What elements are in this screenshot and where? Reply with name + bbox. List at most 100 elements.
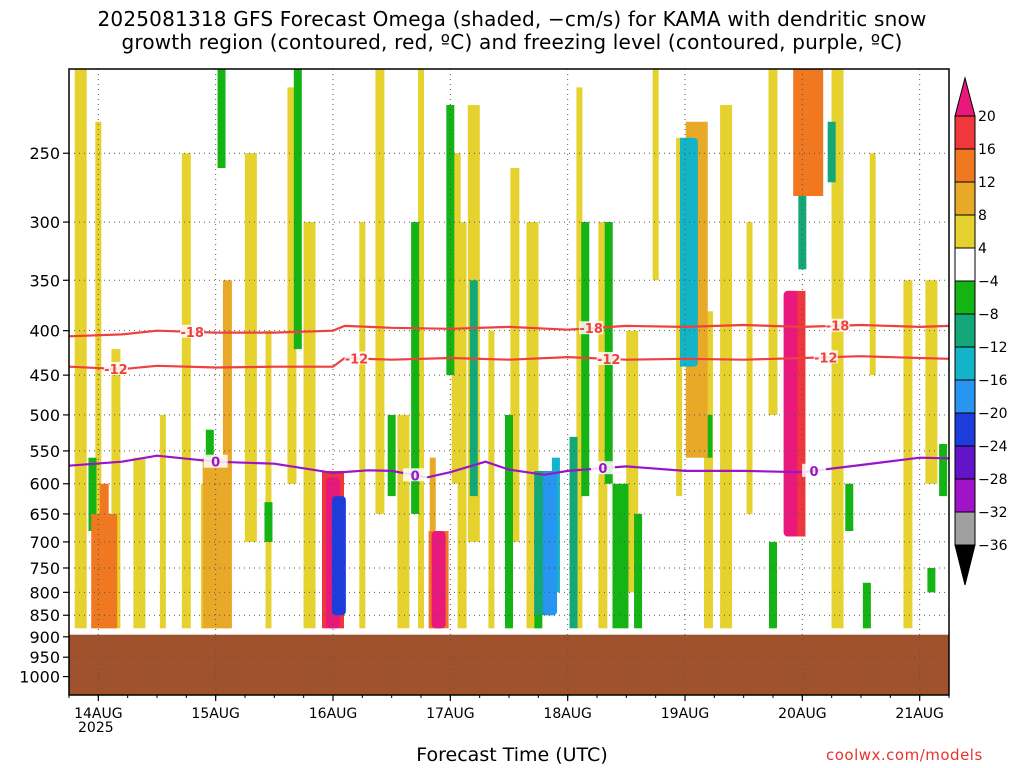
contour-label-bg xyxy=(103,361,128,375)
y-tick-label: 950 xyxy=(29,648,60,667)
x-tick-label: 14AUG xyxy=(74,706,123,722)
colorbar-segment xyxy=(954,181,976,216)
colorbar-segment xyxy=(954,544,976,586)
omega-streak xyxy=(569,436,578,629)
omega-shading-layer xyxy=(74,69,948,629)
x-tick-label: 21AUG xyxy=(895,706,944,722)
y-tick-label: 550 xyxy=(29,442,60,461)
contour-line xyxy=(68,355,950,371)
colorbar-segment xyxy=(954,445,976,480)
colorbar-segment xyxy=(954,148,976,183)
omega-streak xyxy=(411,222,420,514)
contour-label: 0 xyxy=(211,456,220,471)
omega-streak xyxy=(676,137,683,497)
colorbar-label: −20 xyxy=(978,406,1008,422)
y-tick-label: 400 xyxy=(29,322,60,341)
year-label: 2025 xyxy=(78,720,114,736)
omega-streak xyxy=(159,414,166,629)
omega-streak xyxy=(244,153,257,542)
omega-region xyxy=(612,483,629,629)
colorbar-label: −28 xyxy=(978,472,1008,488)
colorbar-segment xyxy=(954,247,976,282)
x-tick-label: 19AUG xyxy=(661,706,710,722)
contour-label-bg xyxy=(590,461,615,475)
colorbar-label: −24 xyxy=(978,439,1008,455)
credit-link[interactable]: coolwx.com/models xyxy=(826,746,983,764)
colorbar-segment xyxy=(954,412,976,447)
contour-label-bg xyxy=(825,318,850,332)
y-tick-label: 500 xyxy=(29,406,60,425)
x-tick-label: 18AUG xyxy=(543,706,592,722)
colorbar-label: −4 xyxy=(978,274,999,290)
contour-line xyxy=(68,454,950,479)
omega-streak xyxy=(457,222,467,629)
omega-streak xyxy=(634,513,643,629)
contour-label: -18 xyxy=(826,320,850,335)
omega-streak xyxy=(862,582,871,629)
colorbar-segment xyxy=(954,511,976,546)
y-tick-label: 250 xyxy=(29,144,60,163)
omega-streak xyxy=(510,168,520,542)
contour-label-bg xyxy=(203,454,228,468)
y-tick-label: 650 xyxy=(29,505,60,524)
omega-streak xyxy=(925,280,938,484)
x-tick-label: 16AUG xyxy=(309,706,358,722)
chart-title-line-2: growth region (contoured, red, ºC) and f… xyxy=(121,30,903,54)
y-tick-label: 1000 xyxy=(19,668,60,687)
omega-streak xyxy=(88,457,97,531)
colorbar-segment xyxy=(954,76,976,117)
colorbar: 20 16 12 8 4 −4 −8 −12 −16 −20 −24 −28 −32 −36 xyxy=(954,76,1008,586)
omega-streak xyxy=(927,567,936,593)
y-tick-label: 600 xyxy=(29,475,60,494)
colorbar-label: 20 xyxy=(978,109,996,125)
omega-streak xyxy=(287,87,297,484)
omega-cell xyxy=(331,496,346,616)
contour-label-bg xyxy=(802,463,827,477)
colorbar-label: −16 xyxy=(978,373,1008,389)
contour-label-bg xyxy=(180,324,205,338)
contour-label: -18 xyxy=(180,326,204,341)
colorbar-label: 16 xyxy=(978,142,996,158)
omega-cell xyxy=(683,137,698,367)
omega-streak xyxy=(469,280,478,497)
omega-streak xyxy=(903,280,913,629)
colorbar-segment xyxy=(954,379,976,414)
colorbar-segment xyxy=(954,346,976,381)
contour-label-bg xyxy=(579,321,604,335)
y-tick-label: 300 xyxy=(29,213,60,232)
y-tick-label: 350 xyxy=(29,271,60,290)
contour-label: -18 xyxy=(579,322,603,337)
contour-label: 0 xyxy=(411,469,420,484)
y-axis: 250 300 350 400 450 500 550 600 650 700 750 800 850 9… xyxy=(19,144,69,687)
colorbar-label: 4 xyxy=(978,241,987,257)
omega-streak xyxy=(95,121,102,629)
colorbar-label: −32 xyxy=(978,505,1008,521)
y-tick-label: 450 xyxy=(29,366,60,385)
omega-cell xyxy=(807,69,822,138)
omega-streak xyxy=(265,330,272,629)
colorbar-segment xyxy=(954,478,976,513)
contour-label: 0 xyxy=(598,462,607,477)
omega-streak xyxy=(303,222,316,629)
omega-streak xyxy=(222,280,232,629)
contour-label: -12 xyxy=(814,351,838,366)
omega-cell xyxy=(431,530,446,629)
omega-streak xyxy=(869,153,876,376)
omega-streak xyxy=(768,69,778,415)
omega-streak xyxy=(397,414,410,629)
y-tick-label: 900 xyxy=(29,628,60,647)
contour-label-bg xyxy=(596,351,621,365)
omega-cell xyxy=(543,470,558,616)
omega-streak xyxy=(264,502,273,542)
x-tick-label: 20AUG xyxy=(778,706,827,722)
x-axis-title: Forecast Time (UTC) xyxy=(416,744,608,766)
omega-streak xyxy=(704,414,713,458)
colorbar-segment xyxy=(954,280,976,315)
contour-label: -12 xyxy=(345,352,369,367)
colorbar-label: 12 xyxy=(978,175,996,191)
terrain-below-surface xyxy=(69,634,949,695)
omega-region xyxy=(91,513,118,629)
omega-streak xyxy=(505,414,513,629)
omega-streak xyxy=(446,104,455,376)
